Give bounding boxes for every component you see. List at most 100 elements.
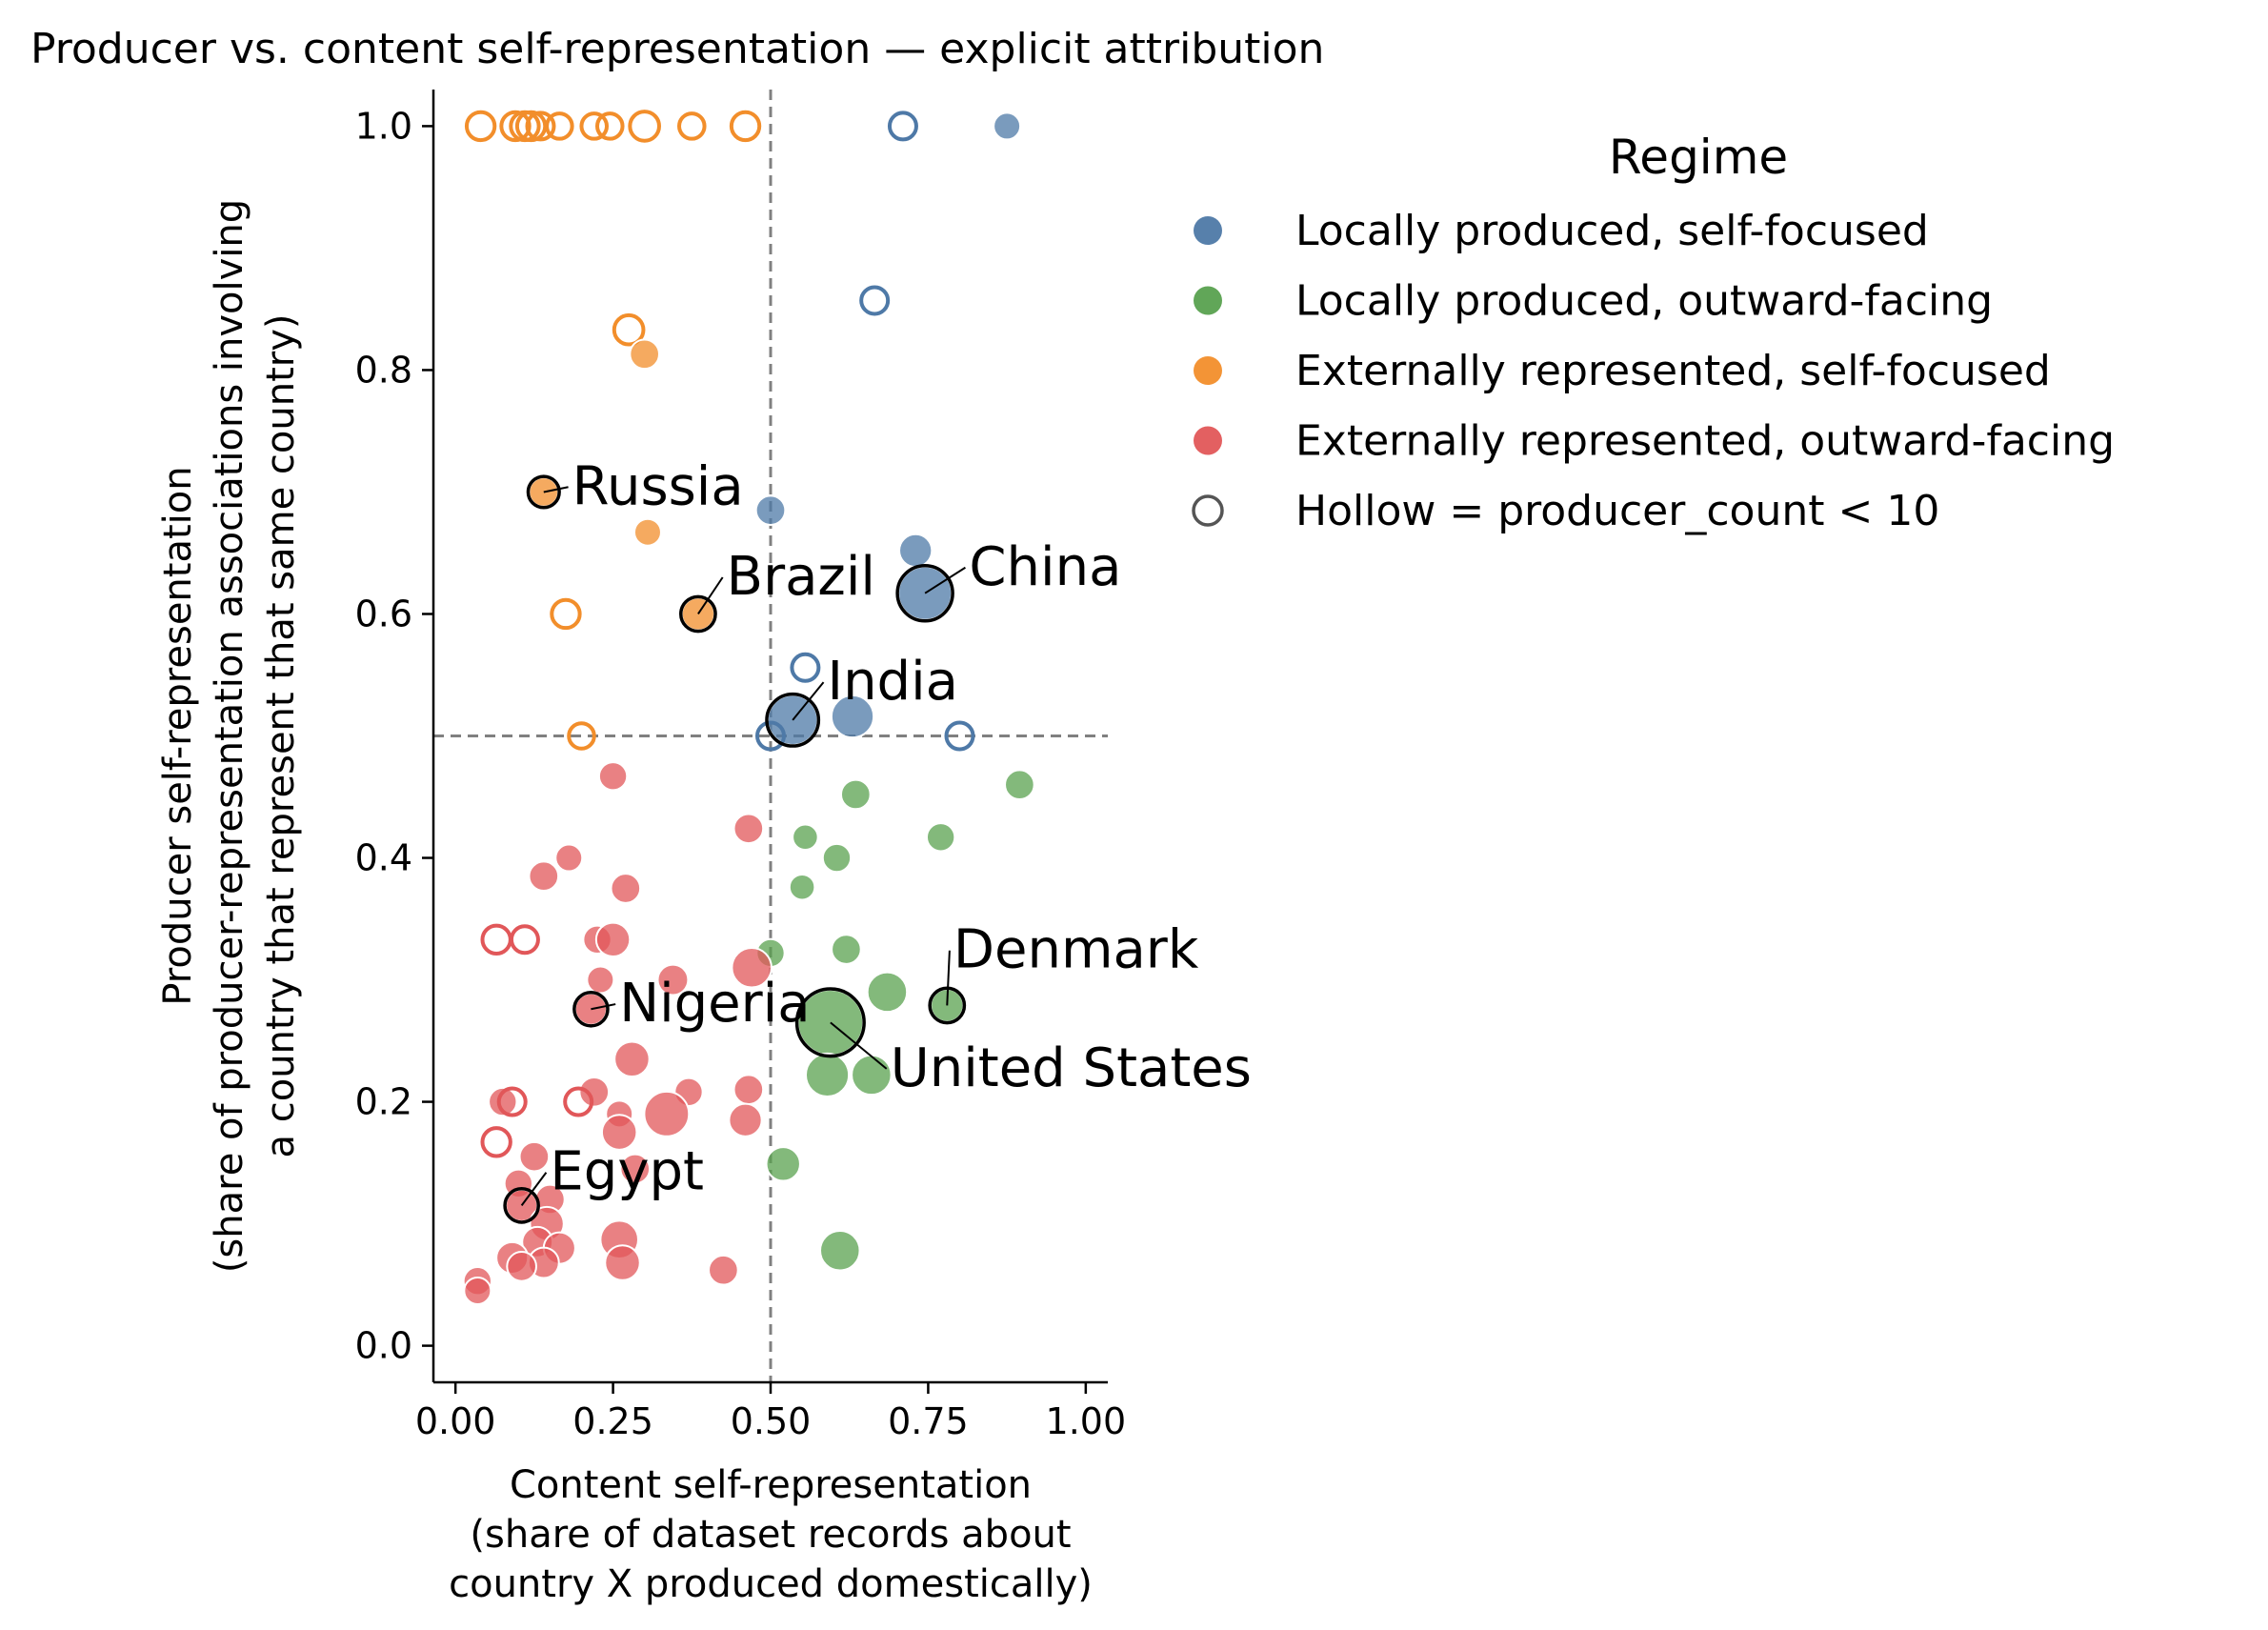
- data-point: [509, 924, 540, 956]
- data-point: [600, 1114, 638, 1151]
- y-tick-label: 0.8: [355, 349, 412, 391]
- data-point: [578, 1076, 611, 1108]
- data-point: [628, 110, 661, 143]
- data-point: [866, 971, 909, 1014]
- y-tick-label: 0.6: [355, 593, 412, 634]
- annotation-leader-line: [924, 566, 966, 594]
- x-axis-label: Content self-representation: [510, 1463, 1032, 1507]
- data-point: [563, 1086, 594, 1117]
- data-point: [496, 1086, 528, 1117]
- y-tick-label: 0.4: [355, 837, 412, 879]
- y-axis-label: a country that represent that same count…: [259, 314, 303, 1158]
- data-point: [925, 822, 956, 853]
- data-point: [586, 965, 615, 995]
- legend-marker: [1194, 286, 1222, 315]
- highlight-ring: [679, 594, 717, 634]
- annotation-label: Brazil: [727, 546, 875, 608]
- data-point: [831, 934, 862, 965]
- data-point: [859, 285, 891, 316]
- data-point: [464, 110, 497, 143]
- x-tick-label: 0.50: [731, 1400, 812, 1442]
- data-point: [597, 761, 629, 792]
- y-axis-label: (share of producer-representation associ…: [208, 199, 251, 1273]
- annotation-label: Nigeria: [619, 973, 810, 1035]
- chart-title: Producer vs. content self-representation…: [30, 25, 1324, 73]
- annotation-label: Denmark: [953, 919, 1199, 981]
- data-point: [463, 1276, 492, 1305]
- data-point: [804, 1052, 851, 1097]
- data-point: [525, 111, 556, 142]
- data-point: [629, 338, 660, 371]
- annotation-leader-line: [946, 950, 951, 1006]
- data-point: [488, 1086, 518, 1117]
- data-point: [733, 813, 765, 845]
- data-point: [613, 1040, 651, 1078]
- highlight-ring: [526, 474, 561, 510]
- highlight-ring: [503, 1187, 540, 1224]
- legend-marker: [1194, 426, 1222, 455]
- data-point: [728, 1102, 763, 1137]
- annotation-label: United States: [891, 1037, 1252, 1099]
- data-point: [480, 1126, 512, 1158]
- legend-entry-label: Hollow = producer_count < 10: [1295, 487, 1939, 535]
- data-point: [898, 533, 933, 569]
- data-point: [731, 946, 773, 989]
- data-point: [765, 1146, 801, 1182]
- annotation-leader-line: [591, 1003, 616, 1011]
- highlight-ring: [895, 563, 954, 623]
- legend-marker: [1192, 494, 1224, 527]
- data-point: [643, 1090, 691, 1137]
- annotation-leader-line: [792, 681, 825, 721]
- annotation-leader-line: [520, 1172, 548, 1206]
- x-tick-label: 0.25: [572, 1400, 653, 1442]
- legend-marker: [1194, 356, 1222, 385]
- annotation-label: Egypt: [550, 1141, 704, 1203]
- x-axis-label: country X produced domestically): [449, 1562, 1093, 1606]
- legend-marker: [1194, 216, 1222, 245]
- data-point: [594, 111, 625, 141]
- annotation-label: Russia: [572, 455, 744, 517]
- data-point: [708, 1254, 739, 1286]
- data-point: [656, 963, 690, 996]
- data-point: [619, 1153, 652, 1185]
- data-point: [754, 494, 787, 527]
- data-point: [528, 860, 560, 893]
- highlight-ring: [572, 990, 610, 1028]
- data-point: [755, 720, 786, 752]
- data-point: [790, 652, 821, 683]
- legend-entry-label: Externally represented, outward-facing: [1295, 417, 2115, 466]
- highlight-ring: [794, 987, 866, 1058]
- data-point: [851, 1054, 893, 1097]
- legend-title: Regime: [1609, 130, 1788, 185]
- data-point: [610, 873, 642, 904]
- data-point: [480, 923, 512, 956]
- y-tick-label: 0.2: [355, 1081, 412, 1123]
- data-point: [554, 843, 584, 873]
- data-point: [887, 111, 918, 142]
- data-point: [839, 778, 872, 811]
- legend-entry-label: Locally produced, self-focused: [1295, 207, 1929, 255]
- annotation-leader-line: [697, 576, 724, 615]
- x-tick-label: 1.00: [1046, 1400, 1127, 1442]
- data-point: [550, 597, 582, 631]
- y-axis-label: Producer self-representation: [156, 466, 200, 1005]
- data-point: [677, 111, 707, 141]
- data-point: [594, 921, 632, 958]
- data-point: [567, 721, 596, 751]
- data-point: [545, 111, 574, 141]
- y-tick-label: 1.0: [355, 105, 412, 147]
- annotation-label: China: [969, 536, 1121, 598]
- data-point: [788, 873, 816, 901]
- x-tick-label: 0.75: [888, 1400, 969, 1442]
- y-tick-label: 0.0: [355, 1325, 412, 1367]
- x-tick-label: 0.00: [415, 1400, 496, 1442]
- data-point: [612, 312, 646, 347]
- data-point: [944, 720, 975, 752]
- data-point: [819, 1229, 861, 1272]
- data-point: [632, 517, 662, 547]
- data-point: [993, 111, 1022, 141]
- annotation-label: India: [828, 651, 958, 713]
- data-point: [499, 110, 532, 143]
- data-point: [830, 694, 875, 739]
